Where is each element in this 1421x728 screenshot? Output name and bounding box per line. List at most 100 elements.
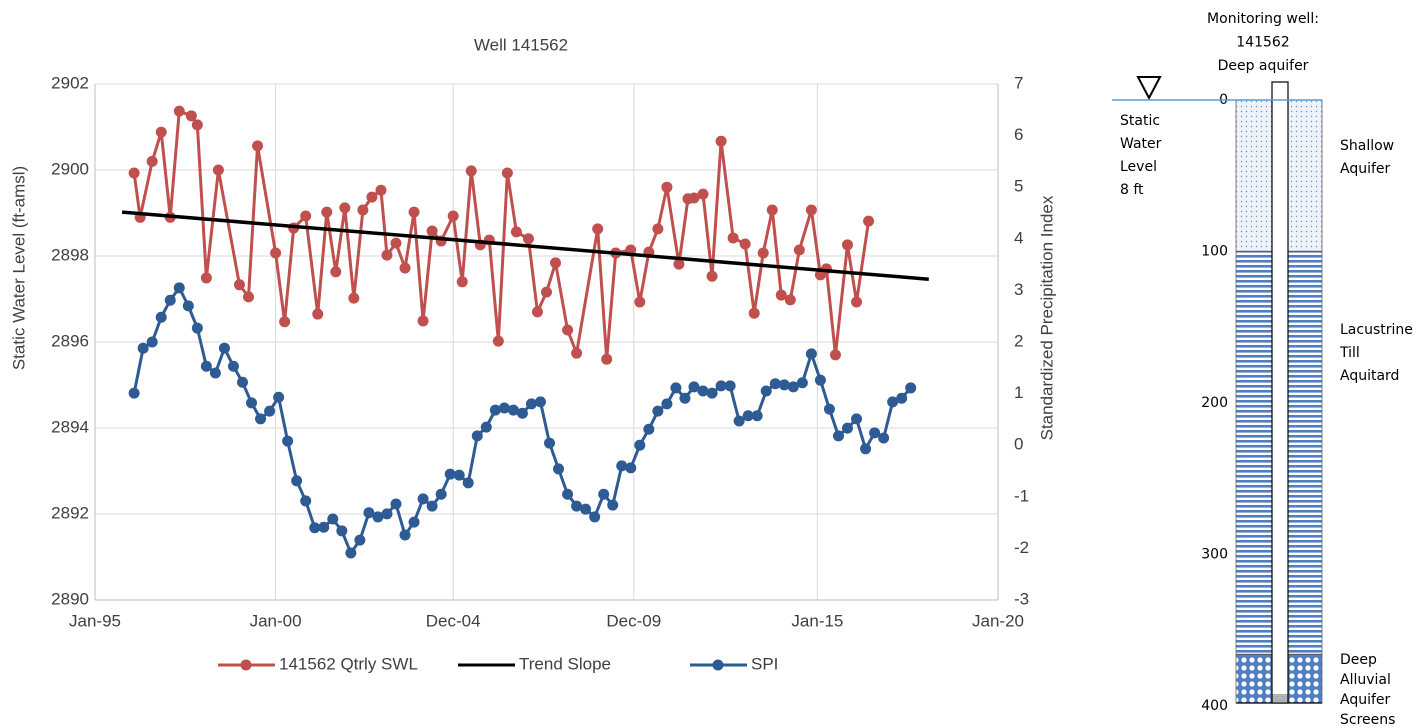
data-point bbox=[390, 237, 402, 249]
data-point bbox=[498, 402, 510, 414]
data-point bbox=[851, 413, 863, 425]
data-point bbox=[796, 377, 808, 389]
data-point bbox=[408, 206, 420, 218]
data-point bbox=[327, 513, 339, 525]
data-point bbox=[679, 392, 691, 404]
data-point bbox=[408, 516, 420, 528]
data-point bbox=[896, 392, 908, 404]
data-point bbox=[128, 387, 140, 399]
data-point bbox=[751, 410, 763, 422]
data-point bbox=[366, 191, 378, 203]
data-point bbox=[321, 206, 333, 218]
data-point bbox=[200, 360, 212, 372]
data-point bbox=[489, 404, 501, 416]
data-point bbox=[357, 204, 369, 216]
data-point bbox=[252, 140, 264, 152]
data-point bbox=[733, 415, 745, 427]
data-point bbox=[793, 244, 805, 256]
y-tick-label: 2890 bbox=[51, 589, 89, 608]
data-point bbox=[715, 135, 727, 147]
water-level-label: 8 ft bbox=[1120, 182, 1144, 198]
diagram-title: Monitoring well: bbox=[1207, 11, 1319, 27]
series-line bbox=[132, 108, 871, 360]
data-point bbox=[212, 164, 224, 176]
data-point bbox=[787, 381, 799, 393]
data-point bbox=[643, 423, 655, 435]
depth-tick-label: 300 bbox=[1201, 547, 1228, 563]
depth-tick-label: 400 bbox=[1201, 698, 1228, 714]
data-point bbox=[444, 468, 456, 480]
data-point bbox=[616, 460, 628, 472]
data-point bbox=[345, 547, 357, 559]
data-point bbox=[571, 347, 583, 359]
y2-tick-label: 1 bbox=[1014, 383, 1023, 402]
data-point bbox=[510, 226, 522, 238]
data-point bbox=[673, 258, 685, 270]
layer-label: Lacustrine bbox=[1340, 322, 1413, 338]
legend-marker bbox=[712, 659, 724, 671]
well-diagram: Monitoring well: 141562 Deep aquifer Static… bbox=[1112, 11, 1413, 728]
data-point bbox=[191, 322, 203, 334]
data-point bbox=[465, 165, 477, 177]
data-point bbox=[146, 155, 158, 167]
layer-label: Aquifer bbox=[1340, 161, 1391, 177]
y2-tick-label: 5 bbox=[1014, 177, 1023, 196]
data-point bbox=[531, 306, 543, 318]
data-point bbox=[562, 488, 574, 500]
legend-label: Trend Slope bbox=[519, 654, 611, 673]
data-point bbox=[601, 353, 613, 365]
y2-tick-label: 2 bbox=[1014, 331, 1023, 350]
x-tick-label: Dec-09 bbox=[606, 611, 661, 630]
data-point bbox=[209, 367, 221, 379]
data-point bbox=[375, 184, 387, 196]
data-point bbox=[164, 294, 176, 306]
data-point bbox=[814, 374, 826, 386]
data-point bbox=[270, 247, 282, 259]
data-point bbox=[191, 119, 203, 131]
data-point bbox=[823, 403, 835, 415]
series-line bbox=[132, 284, 912, 557]
data-point bbox=[757, 247, 769, 259]
data-point bbox=[652, 223, 664, 235]
data-point bbox=[399, 262, 411, 274]
data-point bbox=[137, 342, 149, 354]
data-point bbox=[869, 427, 881, 439]
x-tick-label: Jan-15 bbox=[791, 611, 843, 630]
data-point bbox=[182, 300, 194, 312]
well-casing bbox=[1271, 81, 1289, 704]
data-point bbox=[246, 397, 258, 409]
data-point bbox=[887, 396, 899, 408]
data-point bbox=[300, 210, 312, 222]
layer-label: Shallow bbox=[1340, 138, 1394, 154]
data-point bbox=[706, 270, 718, 282]
data-point bbox=[634, 296, 646, 308]
y2-tick-label: -3 bbox=[1014, 589, 1029, 608]
data-point bbox=[399, 529, 411, 541]
diagram-title: Deep aquifer bbox=[1218, 58, 1309, 74]
data-point bbox=[300, 495, 312, 507]
data-point bbox=[550, 257, 562, 269]
data-point bbox=[851, 296, 863, 308]
data-point bbox=[541, 286, 552, 298]
data-point bbox=[860, 443, 872, 455]
data-point bbox=[185, 110, 197, 122]
x-tick-label: Jan-00 bbox=[250, 611, 302, 630]
data-point bbox=[805, 204, 817, 216]
chart-title: Well 141562 bbox=[474, 35, 568, 54]
data-point bbox=[173, 105, 185, 117]
data-point bbox=[534, 396, 546, 408]
data-point bbox=[592, 223, 604, 235]
data-point bbox=[661, 181, 673, 193]
data-point bbox=[354, 534, 366, 546]
data-point bbox=[218, 342, 230, 354]
data-point bbox=[842, 239, 853, 251]
layer-label: Alluvial bbox=[1340, 672, 1391, 688]
y2-tick-label: 3 bbox=[1014, 280, 1023, 299]
data-point bbox=[878, 432, 890, 444]
data-point bbox=[339, 202, 351, 214]
data-point bbox=[390, 498, 402, 510]
data-point bbox=[805, 348, 817, 360]
data-point bbox=[155, 126, 167, 138]
water-level-label: Static bbox=[1120, 113, 1160, 129]
